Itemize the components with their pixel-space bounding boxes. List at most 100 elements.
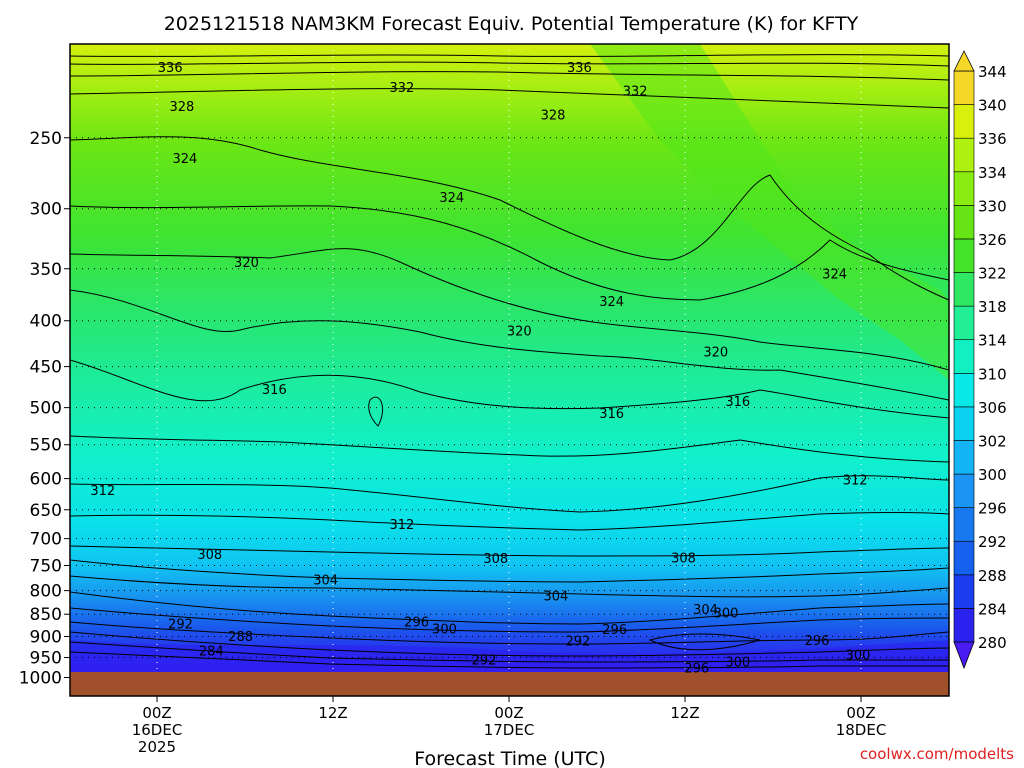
colorbar-swatch: [953, 574, 975, 609]
contour-label: 312: [390, 518, 415, 533]
contour-324: [70, 136, 949, 301]
contour-284: [70, 651, 949, 669]
contour-label: 316: [262, 383, 287, 398]
contour-label-text: 332: [623, 85, 648, 100]
contour-lines: [70, 54, 949, 669]
contour-label: 328: [170, 100, 195, 115]
contour-label: 284: [199, 644, 224, 659]
contour-308: [70, 545, 949, 557]
y-axis: 2503003504004505005506006507007508008509…: [19, 129, 70, 689]
colorbar-label: 302: [978, 432, 1007, 450]
contour-label-text: 296: [602, 623, 627, 638]
colorbar-label: 340: [978, 97, 1007, 115]
contour-label: 304: [544, 589, 569, 604]
y-tick-label: 550: [30, 436, 62, 456]
contour-label: 304: [313, 573, 338, 588]
contour-label: 316: [599, 407, 624, 422]
contour-label: 296: [684, 661, 709, 676]
contour-label-text: 324: [822, 267, 847, 282]
chart-title: 2025121518 NAM3KM Forecast Equiv. Potent…: [164, 13, 859, 35]
contour-label: 292: [472, 653, 497, 668]
contour-label-text: 296: [404, 615, 429, 630]
contour-306: [70, 559, 949, 583]
contour-label: 324: [439, 191, 464, 206]
contour-label-text: 336: [158, 61, 183, 76]
colorbar-top-arrow: [953, 50, 975, 72]
contour-288: [70, 641, 949, 663]
contour-label: 332: [623, 85, 648, 100]
colorbar-swatch: [953, 272, 975, 307]
colorbar-label: 318: [978, 298, 1007, 316]
colorbar-label: 300: [978, 466, 1007, 484]
contour-label-text: 324: [439, 191, 464, 206]
contour-label-text: 284: [199, 644, 224, 659]
contour-label-text: 292: [472, 653, 497, 668]
y-tick-label: 750: [30, 556, 62, 576]
field-patch-326: [590, 44, 949, 380]
contour-300: [70, 607, 949, 633]
contour-label: 300: [725, 655, 750, 670]
contour-label: 300: [846, 648, 871, 663]
contour-label-text: 300: [714, 606, 739, 621]
colorbar-label: 314: [978, 332, 1007, 350]
contour-label: 332: [390, 81, 415, 96]
y-tick-label: 950: [30, 649, 62, 669]
source-annotation: coolwx.com/modelts: [860, 745, 1014, 763]
colorbar-label: 296: [978, 500, 1007, 518]
colorbar-swatch: [953, 440, 975, 475]
colorbar-swatch: [953, 608, 975, 643]
contour-label-text: 300: [432, 622, 457, 637]
y-tick-label: 450: [30, 358, 62, 378]
y-tick-label: 350: [30, 260, 62, 280]
y-tick-label: 800: [30, 582, 62, 602]
contour-label-text: 324: [599, 295, 624, 310]
contour-label: 292: [168, 618, 193, 633]
y-tick-label: 1000: [19, 669, 62, 689]
ground: [70, 672, 949, 696]
contour-label-text: 292: [566, 635, 591, 650]
x-tick-label: 18DEC: [836, 721, 887, 739]
contour-label: 328: [541, 108, 566, 123]
contour-label: 308: [197, 548, 222, 563]
colorbar-swatch: [953, 339, 975, 374]
y-tick-label: 600: [30, 470, 62, 490]
y-tick-label: 250: [30, 129, 62, 149]
colorbar-label: 288: [978, 567, 1007, 585]
colorbar-swatch: [953, 372, 975, 408]
colorbar-label: 326: [978, 231, 1007, 249]
contour-label: 324: [599, 295, 624, 310]
y-tick-label: 400: [30, 312, 62, 332]
contour-label: 296: [404, 615, 429, 630]
y-tick-label: 500: [30, 399, 62, 419]
colorbar-swatch: [953, 507, 975, 542]
contour-292: [70, 631, 949, 657]
contour-label: 296: [602, 623, 627, 638]
contour-label: 316: [725, 395, 750, 410]
contour-labels: 336 336 332 332 328 328 324 324 324 324 320 320 320 3…: [90, 61, 870, 676]
contour-closed-1: [648, 633, 761, 651]
contour-label: 296: [805, 634, 830, 649]
contour-label-text: 304: [544, 589, 569, 604]
x-axis-label: Forecast Time (UTC): [414, 748, 605, 768]
contour-label-text: 320: [234, 256, 259, 271]
contour-label: 304: [693, 603, 718, 618]
contour-label-text: 316: [599, 407, 624, 422]
contour-328: [70, 88, 949, 109]
x-tick-label: 12Z: [670, 704, 699, 722]
x-tick-label: 12Z: [318, 704, 347, 722]
contour-label-text: 308: [671, 552, 696, 567]
colorbar: 280 284 288 292 296 300 302 306 310 314 318 322 326 3…: [953, 50, 1007, 670]
y-tick-label: 900: [30, 627, 62, 647]
contour-label-text: 316: [725, 395, 750, 410]
gridlines: [70, 44, 949, 678]
y-tick-label: 850: [30, 605, 62, 625]
contour-label: 320: [703, 346, 728, 361]
contour-label: 336: [158, 61, 183, 76]
colorbar-swatch: [953, 205, 975, 240]
contour-label: 288: [228, 630, 253, 645]
colorbar-label: 336: [978, 130, 1007, 148]
contour-label: 300: [432, 622, 457, 637]
contour-314: [70, 435, 949, 463]
contour-label-text: 336: [567, 61, 592, 76]
